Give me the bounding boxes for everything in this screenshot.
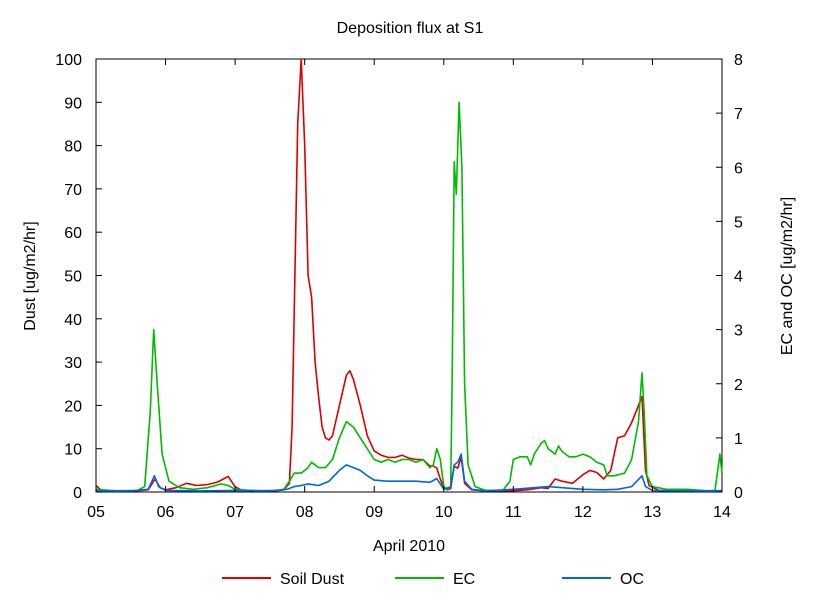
- x-tick-label: 14: [713, 504, 731, 521]
- x-tick-label: 09: [365, 504, 383, 521]
- y-tick-label: 30: [64, 355, 82, 372]
- y2-tick-label: 6: [734, 160, 743, 177]
- y2-axis-ticks: 0 1 2 3 4 5 6 7 8: [716, 52, 743, 502]
- y2-tick-label: 0: [734, 485, 743, 502]
- legend: Soil Dust EC OC: [222, 571, 644, 588]
- x-tick-label: 07: [226, 504, 244, 521]
- x-tick-label: 13: [644, 504, 662, 521]
- x-tick-label: 05: [87, 504, 105, 521]
- y-tick-label: 100: [55, 52, 82, 69]
- x-tick-label: 11: [505, 504, 522, 521]
- y2-axis-title: EC and OC [ug/m2/hr]: [779, 197, 796, 355]
- x-tick-label: 06: [157, 504, 175, 521]
- x-tick-label: 12: [574, 504, 592, 521]
- y2-tick-label: 2: [734, 377, 743, 394]
- y-tick-label: 0: [73, 485, 82, 502]
- legend-label-ec: EC: [453, 571, 475, 588]
- x-tick-label: 08: [296, 504, 314, 521]
- legend-label-oc: OC: [620, 571, 644, 588]
- x-tick-label: 10: [435, 504, 453, 521]
- series-line-ec: [95, 101, 723, 492]
- y2-tick-label: 8: [734, 52, 743, 69]
- y-axis-title: Dust [ug/m2/hr]: [22, 221, 39, 330]
- x-axis-ticks: 05 06 07 08 09 10 11 12 13 14: [87, 59, 731, 521]
- y-tick-label: 60: [64, 225, 82, 242]
- y-tick-label: 70: [64, 182, 82, 199]
- y-tick-label: 10: [64, 442, 82, 459]
- x-axis-title: April 2010: [373, 538, 445, 555]
- y-tick-label: 20: [64, 398, 82, 415]
- legend-label-soil-dust: Soil Dust: [280, 571, 345, 588]
- y2-tick-label: 1: [734, 431, 743, 448]
- series-line-soil-dust: [95, 58, 722, 492]
- y2-tick-label: 5: [734, 214, 743, 231]
- series-line-oc: [96, 453, 722, 492]
- y2-tick-label: 3: [734, 323, 743, 340]
- plot-lines: [95, 58, 723, 492]
- chart-title: Deposition flux at S1: [337, 20, 484, 37]
- y-axis-ticks: 0 10 20 30 40 50 60 70 80 90 100: [55, 52, 102, 502]
- y2-tick-label: 4: [734, 269, 743, 286]
- y-tick-label: 40: [64, 312, 82, 329]
- y2-tick-label: 7: [734, 106, 743, 123]
- plot-frame: [95, 58, 723, 493]
- y-tick-label: 50: [64, 269, 82, 286]
- y-tick-label: 80: [64, 139, 82, 156]
- y-tick-label: 90: [64, 95, 82, 112]
